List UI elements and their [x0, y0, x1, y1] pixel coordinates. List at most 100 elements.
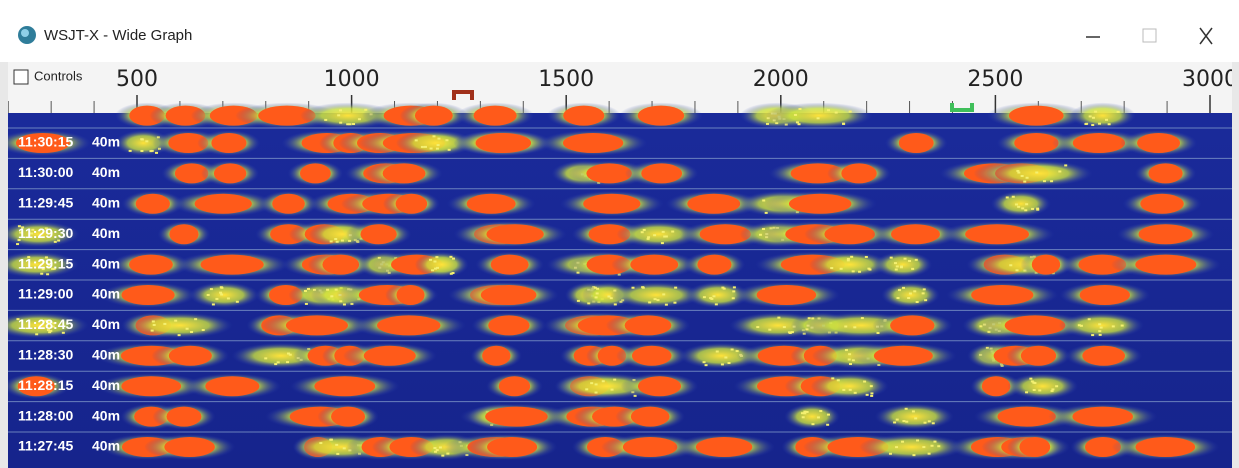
noise: [1036, 208, 1039, 210]
window-title: WSJT-X - Wide Graph: [44, 27, 192, 44]
noise: [151, 330, 154, 332]
signal-halo: [415, 252, 469, 278]
page: WSJT-X - Wide Graph Controls 50010001500…: [0, 0, 1239, 468]
noise: [424, 146, 427, 148]
noise: [585, 388, 588, 390]
noise: [341, 240, 344, 242]
noise: [724, 356, 727, 358]
noise: [931, 445, 934, 447]
signal: [364, 346, 416, 366]
noise: [1105, 119, 1108, 121]
signal: [488, 315, 529, 335]
noise: [849, 389, 852, 391]
signal: [982, 376, 1011, 396]
signal: [476, 133, 531, 153]
noise: [324, 119, 327, 121]
signal: [383, 163, 426, 183]
noise: [894, 262, 897, 264]
noise: [595, 296, 598, 298]
noise: [595, 392, 598, 394]
signal: [474, 106, 517, 126]
noise: [174, 320, 177, 322]
noise: [274, 363, 277, 365]
noise: [219, 292, 222, 294]
noise: [1017, 172, 1020, 174]
signal: [971, 285, 1033, 305]
noise: [837, 379, 840, 381]
noise: [1117, 111, 1120, 113]
noise: [343, 303, 346, 305]
noise: [849, 111, 852, 113]
noise: [870, 392, 873, 394]
noise: [932, 422, 935, 424]
noise: [16, 243, 19, 245]
noise: [865, 256, 868, 258]
signal: [697, 255, 731, 275]
signal-halo: [859, 434, 964, 460]
noise: [756, 326, 759, 328]
signal: [1140, 194, 1184, 214]
row-time: 11:27:45: [18, 438, 73, 454]
noise: [803, 412, 806, 414]
noise: [1038, 389, 1041, 391]
noise: [1085, 123, 1088, 125]
noise: [916, 439, 919, 441]
noise: [789, 332, 792, 334]
controls-checkbox[interactable]: [14, 70, 28, 84]
noise: [129, 150, 132, 152]
noise: [863, 381, 866, 383]
controls-label[interactable]: Controls: [34, 68, 83, 83]
noise: [330, 295, 333, 297]
row-time: 11:30:00: [18, 164, 73, 180]
noise: [733, 286, 736, 288]
noise: [151, 150, 154, 152]
signal-halo: [1007, 373, 1078, 399]
noise: [802, 416, 805, 418]
noise: [896, 419, 899, 421]
noise: [194, 318, 197, 320]
noise: [916, 301, 919, 303]
signal-halo: [881, 282, 940, 308]
signal: [486, 224, 543, 244]
signal: [300, 163, 331, 183]
noise: [178, 334, 181, 336]
noise: [631, 287, 634, 289]
noise: [212, 303, 215, 305]
noise: [901, 441, 904, 443]
signal-halo: [811, 373, 889, 399]
noise: [415, 139, 418, 141]
signal: [625, 315, 672, 335]
noise: [1092, 117, 1095, 119]
signal: [499, 376, 530, 396]
row-time: 11:29:45: [18, 195, 73, 211]
noise: [842, 123, 845, 125]
noise: [902, 420, 905, 422]
row-time: 11:29:15: [18, 255, 73, 271]
noise: [909, 293, 912, 295]
noise: [674, 287, 677, 289]
noise: [140, 138, 143, 140]
signal-halo: [874, 252, 932, 278]
noise: [1098, 123, 1101, 125]
noise: [140, 150, 143, 152]
noise: [808, 317, 811, 319]
noise: [435, 256, 438, 258]
noise: [437, 138, 440, 140]
noise: [915, 259, 918, 261]
noise: [933, 441, 936, 443]
noise: [145, 140, 148, 142]
tick-label: 2000: [753, 67, 809, 92]
noise: [155, 152, 158, 154]
noise: [152, 320, 155, 322]
noise: [1029, 378, 1032, 380]
signal: [396, 194, 428, 214]
noise: [336, 241, 339, 243]
noise: [905, 421, 908, 423]
noise: [908, 260, 911, 262]
signal: [1021, 346, 1056, 366]
noise: [429, 259, 432, 261]
row-band: 40m: [92, 134, 120, 150]
noise: [215, 298, 218, 300]
noise: [330, 240, 333, 242]
noise: [1080, 325, 1083, 327]
